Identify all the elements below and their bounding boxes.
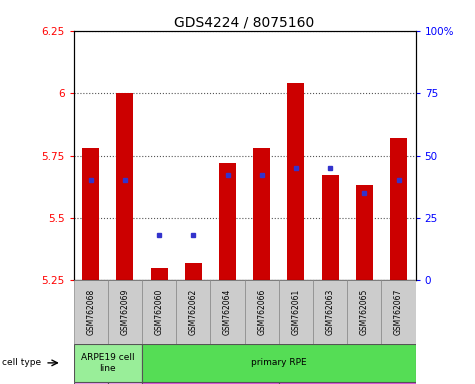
Bar bbox=[151, 268, 168, 280]
Text: GSM762061: GSM762061 bbox=[292, 289, 300, 335]
Bar bbox=[82, 148, 99, 280]
Text: GSM762062: GSM762062 bbox=[189, 289, 198, 335]
Bar bbox=[279, 280, 313, 344]
Bar bbox=[74, 382, 108, 384]
Bar bbox=[116, 93, 133, 280]
Bar bbox=[381, 280, 416, 344]
Text: GSM762064: GSM762064 bbox=[223, 289, 232, 335]
Text: cell type: cell type bbox=[2, 358, 41, 367]
Bar bbox=[185, 263, 202, 280]
Bar bbox=[279, 382, 416, 384]
Bar bbox=[176, 280, 210, 344]
Bar bbox=[142, 280, 176, 344]
Text: GSM762069: GSM762069 bbox=[121, 289, 129, 335]
Bar bbox=[245, 280, 279, 344]
Text: GSM762063: GSM762063 bbox=[326, 289, 334, 335]
Bar bbox=[108, 382, 142, 384]
Text: GSM762065: GSM762065 bbox=[360, 289, 369, 335]
Bar bbox=[253, 148, 270, 280]
Text: GSM762066: GSM762066 bbox=[257, 289, 266, 335]
Bar bbox=[356, 185, 373, 280]
Bar bbox=[287, 83, 304, 280]
Bar bbox=[142, 344, 416, 382]
Bar bbox=[313, 280, 347, 344]
Bar bbox=[219, 163, 236, 280]
Bar bbox=[142, 382, 279, 384]
Text: GSM762067: GSM762067 bbox=[394, 289, 403, 335]
Bar bbox=[108, 280, 142, 344]
Bar bbox=[347, 280, 381, 344]
Text: ARPE19 cell
line: ARPE19 cell line bbox=[81, 353, 134, 372]
Bar bbox=[210, 280, 245, 344]
Title: GDS4224 / 8075160: GDS4224 / 8075160 bbox=[174, 16, 315, 30]
Bar bbox=[390, 138, 407, 280]
Bar bbox=[74, 280, 108, 344]
Text: GSM762060: GSM762060 bbox=[155, 289, 163, 335]
Text: primary RPE: primary RPE bbox=[251, 358, 307, 367]
Bar bbox=[74, 344, 142, 382]
Text: GSM762068: GSM762068 bbox=[86, 289, 95, 335]
Bar bbox=[322, 175, 339, 280]
